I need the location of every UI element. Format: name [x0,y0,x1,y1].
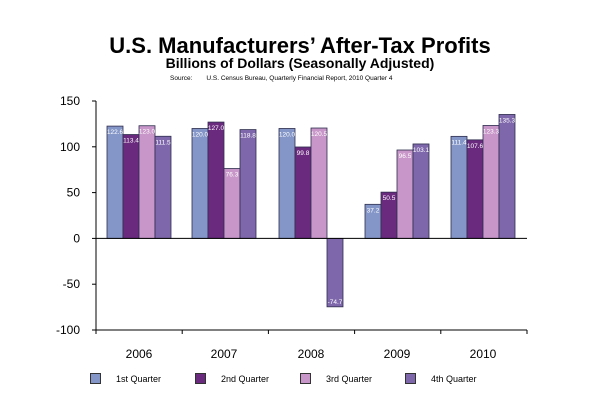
source-label: Source: [170,75,193,82]
bars-layer [106,114,516,308]
bar-2006-q3 [138,125,156,239]
source-text: U.S. Census Bureau, Quarterly Financial … [206,75,393,82]
data-label-2006-q1: 122.6 [107,129,124,136]
data-label-2009-q3: 96.5 [399,153,412,160]
y-tick-label: 0 [73,231,80,245]
bar-2008-q2 [294,146,312,239]
data-label-2009-q2: 50.5 [383,195,396,202]
data-label-2006-q3: 123.0 [139,129,156,136]
legend-label-q4: 4th Quarter [431,374,477,384]
data-label-2007-q2: 127.0 [208,125,225,132]
data-label-2010-q4: 135.3 [499,117,516,124]
bar-2008-q4 [326,237,344,308]
bar-2007-q1 [191,128,209,239]
data-label-2006-q2: 113.4 [123,138,139,145]
bar-2006-q1 [106,125,124,239]
bar-2007-q3 [223,168,241,239]
data-label-2010-q1: 111.4 [451,139,467,146]
bar-2009-q3 [396,149,414,239]
legend-label-q3: 3rd Quarter [326,374,373,384]
data-label-2008-q2: 99.8 [297,150,310,157]
bar-2010-q3 [482,125,500,239]
y-tick-label: 100 [60,140,80,154]
legend-swatch-q3 [300,373,311,384]
legend: 1st Quarter 2nd Quarter 3rd Quarter 4th Qua… [0,372,600,390]
x-tick-label-2006: 2006 [126,347,153,361]
legend-swatch-q4 [405,373,416,384]
legend-label-q1: 1st Quarter [116,374,162,384]
bar-2008-q3 [310,127,328,239]
legend-label-q2: 2nd Quarter [221,374,270,384]
y-tick-label: 150 [60,94,80,108]
x-tick-label-2009: 2009 [384,347,411,361]
bar-2008-q1 [278,128,296,239]
source-note: Source: U.S. Census Bureau, Quarterly Fin… [170,75,392,82]
data-label-2007-q1: 120.0 [192,131,209,138]
data-label-2008-q3: 120.5 [311,131,328,138]
chart-title: U.S. Manufacturers’ After-Tax Profits [109,33,491,58]
bar-2010-q4 [498,114,516,239]
data-label-2010-q2: 107.6 [467,143,484,150]
x-tick-label-2010: 2010 [470,347,497,361]
bar-2006-q4 [154,135,172,239]
data-label-2008-q1: 120.0 [279,131,296,138]
bar-2009-q4 [412,143,430,239]
data-label-2009-q4: 103.1 [413,147,430,154]
bar-2007-q4 [239,129,257,239]
y-tick-label: -50 [63,277,81,291]
data-label-2007-q3: 76.3 [226,172,239,179]
data-label-2006-q4: 111.5 [155,139,171,146]
x-tick-label-2008: 2008 [298,347,325,361]
y-tick-label: 50 [67,186,81,200]
x-tick-label-2007: 2007 [211,347,238,361]
chart-subtitle: Billions of Dollars (Seasonally Adjusted… [165,55,435,71]
legend-swatch-q2 [195,373,206,384]
data-label-2007-q4: 118.8 [240,133,256,140]
data-label-2008-q4: -74.7 [328,299,343,306]
bar-2010-q1 [450,135,468,239]
axes-layer: 2006 2007 2008 2009 2010 150 100 50 0 -50 -100 [56,94,528,361]
data-label-2009-q1: 37.2 [367,207,380,214]
bar-2010-q2 [466,139,484,239]
y-tick-label: -100 [56,323,80,337]
data-label-2010-q3: 123.3 [483,128,500,135]
bar-2007-q2 [207,121,225,239]
bar-2006-q2 [122,134,140,239]
legend-swatch-q1 [90,373,101,384]
